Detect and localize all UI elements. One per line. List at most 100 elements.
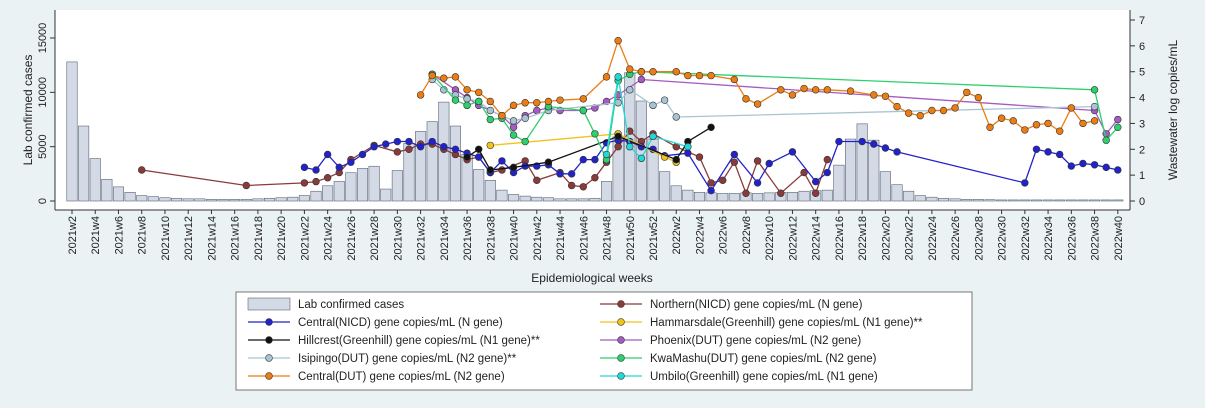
series-point xyxy=(788,91,797,99)
legend-label: KwaMashu(DUT) gene copies/mL (N2 gene) xyxy=(650,353,877,365)
series-point xyxy=(1090,117,1099,125)
series-point xyxy=(823,168,831,177)
series-point xyxy=(881,144,890,152)
bar xyxy=(391,170,403,202)
legend-label: Isipingo(DUT) gene copies/mL (N2 gene)** xyxy=(298,353,517,365)
series-point xyxy=(509,117,518,125)
x-tick-label: 2021w36 xyxy=(462,216,474,261)
x-tick-label: 2022w38 xyxy=(1090,216,1102,261)
bar xyxy=(275,197,287,202)
legend-label: Hammarsdale(Greenhill) gene copies/mL (N… xyxy=(650,317,923,329)
bar xyxy=(972,199,984,202)
series-point xyxy=(567,181,576,190)
legend-marker xyxy=(617,300,625,308)
series-point xyxy=(707,179,715,187)
bar xyxy=(205,199,217,202)
x-tick-label: 2022w18 xyxy=(857,216,869,261)
x-tick-label: 2021w2 xyxy=(67,216,79,255)
series-point xyxy=(939,106,948,115)
bar xyxy=(531,196,543,202)
series-point xyxy=(626,143,634,151)
x-tick-label: 2021w10 xyxy=(160,216,172,261)
series-point xyxy=(335,163,343,172)
bar xyxy=(1030,199,1042,202)
series-point xyxy=(614,132,622,141)
legend-label: Phoenix(DUT) gene copies/mL (N2 gene) xyxy=(650,335,861,347)
series-point xyxy=(533,176,541,185)
series-point xyxy=(1114,115,1122,124)
series-point xyxy=(730,158,739,166)
series-point xyxy=(393,137,402,146)
legend-label: Central(NICD) gene copies/mL (N gene) xyxy=(298,317,503,329)
series-point xyxy=(823,155,831,164)
series-point xyxy=(521,137,529,146)
series-point xyxy=(811,86,820,94)
series-point xyxy=(928,106,936,115)
x-tick-label: 2021w8 xyxy=(137,216,149,255)
bar xyxy=(763,192,775,202)
bar xyxy=(1065,199,1077,202)
bar xyxy=(171,197,183,202)
series-point xyxy=(614,36,622,45)
series-point xyxy=(753,157,762,165)
series-point xyxy=(823,86,831,94)
x-tick-label: 2022w30 xyxy=(997,216,1009,261)
series-point xyxy=(393,148,402,156)
series-point xyxy=(138,166,146,174)
x-tick-label: 2022w20 xyxy=(880,216,892,261)
series-point xyxy=(405,145,413,153)
series-point xyxy=(788,148,797,156)
bar xyxy=(845,138,857,202)
series-point xyxy=(637,75,646,84)
bar xyxy=(519,195,531,202)
x-tick-label: 2021w12 xyxy=(183,216,195,261)
x-tick-label: 2021w18 xyxy=(253,216,265,261)
bar xyxy=(996,199,1008,202)
series-point xyxy=(1032,145,1041,153)
y2-tick-label: 3 xyxy=(1139,118,1145,130)
bar xyxy=(333,181,345,202)
bar xyxy=(821,189,833,202)
bar xyxy=(66,61,78,202)
series-point xyxy=(323,150,332,159)
x-tick-label: 2021w24 xyxy=(323,216,335,261)
x-tick-label: 2021w42 xyxy=(532,216,544,261)
series-point xyxy=(881,92,890,100)
x-tick-label: 2022w28 xyxy=(973,216,985,261)
legend-marker xyxy=(617,336,625,344)
x-tick-label: 2021w26 xyxy=(346,216,358,261)
series-point xyxy=(858,137,866,146)
series-point xyxy=(602,150,611,159)
bar xyxy=(380,188,392,202)
series-point xyxy=(498,166,506,174)
series-point xyxy=(1102,163,1110,172)
series-point xyxy=(742,189,750,197)
series-point xyxy=(637,68,646,76)
series-point xyxy=(498,157,506,165)
x-tick-label: 2022w36 xyxy=(1066,216,1078,261)
series-point xyxy=(846,87,855,95)
series-point xyxy=(1009,117,1017,125)
bar xyxy=(484,180,496,202)
legend-label: Lab confirmed cases xyxy=(298,299,404,311)
x-tick-label: 2021w28 xyxy=(369,216,381,261)
bar xyxy=(298,195,310,202)
bar xyxy=(868,139,880,202)
bar xyxy=(1042,199,1054,202)
series-point xyxy=(370,143,378,151)
series-point xyxy=(509,163,518,172)
x-tick-label: 2021w46 xyxy=(578,216,590,261)
bar xyxy=(217,199,229,202)
bar xyxy=(566,198,578,202)
x-tick-label: 2022w26 xyxy=(950,216,962,261)
series-point xyxy=(963,88,971,97)
bar xyxy=(833,164,845,202)
series-point xyxy=(509,101,518,110)
x-tick-label: 2021w50 xyxy=(625,216,637,261)
y2-tick-label: 7 xyxy=(1139,15,1145,27)
y2-axis-title: Wastewater log copies/mL xyxy=(1166,40,1180,181)
series-point xyxy=(916,111,924,120)
series-point xyxy=(1090,102,1099,111)
bar xyxy=(112,186,125,202)
series-point xyxy=(591,130,599,138)
